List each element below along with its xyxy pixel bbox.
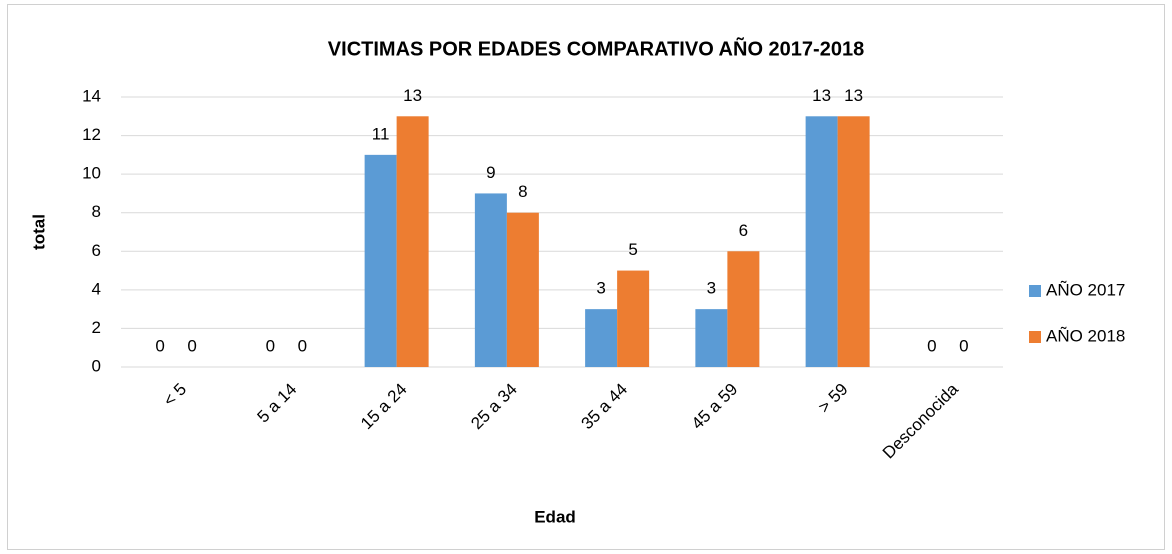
x-axis-label: Edad xyxy=(534,507,576,526)
chart-border xyxy=(7,4,1165,550)
bar xyxy=(695,309,728,367)
legend-label: AÑO 2017 xyxy=(1046,280,1125,299)
y-tick-label: 10 xyxy=(82,164,101,183)
value-label: 0 xyxy=(266,336,275,355)
value-label: 0 xyxy=(959,336,968,355)
y-tick-label: 4 xyxy=(92,279,101,298)
y-tick-label: 2 xyxy=(92,318,101,337)
legend-swatch xyxy=(1029,331,1041,343)
legend-swatch xyxy=(1029,285,1041,297)
value-label: 9 xyxy=(486,163,495,182)
bar xyxy=(805,116,838,368)
value-label: 0 xyxy=(187,336,196,355)
bar xyxy=(617,270,650,367)
value-label: 0 xyxy=(298,336,307,355)
y-tick-label: 8 xyxy=(92,202,101,221)
bar xyxy=(585,309,618,367)
bar xyxy=(727,251,760,367)
value-label: 0 xyxy=(927,336,936,355)
value-label: 13 xyxy=(403,86,422,105)
bar xyxy=(396,116,429,368)
legend-label: AÑO 2018 xyxy=(1046,326,1125,345)
y-tick-label: 0 xyxy=(92,356,101,375)
y-tick-label: 6 xyxy=(92,241,101,260)
y-tick-label: 14 xyxy=(82,86,101,105)
bar xyxy=(506,212,539,367)
value-label: 5 xyxy=(628,240,637,259)
value-label: 6 xyxy=(739,221,748,240)
value-label: 0 xyxy=(155,336,164,355)
bar xyxy=(837,116,870,368)
y-axis-label: total xyxy=(29,214,48,250)
y-tick-label: 12 xyxy=(82,125,101,144)
value-label: 11 xyxy=(372,124,390,143)
value-label: 13 xyxy=(812,86,831,105)
bar xyxy=(364,154,397,367)
value-label: 3 xyxy=(707,279,716,298)
value-label: 3 xyxy=(596,279,605,298)
chart-title: VICTIMAS POR EDADES COMPARATIVO AÑO 2017… xyxy=(328,37,864,60)
value-label: 8 xyxy=(518,182,527,201)
value-label: 13 xyxy=(844,86,863,105)
bar xyxy=(474,193,507,367)
